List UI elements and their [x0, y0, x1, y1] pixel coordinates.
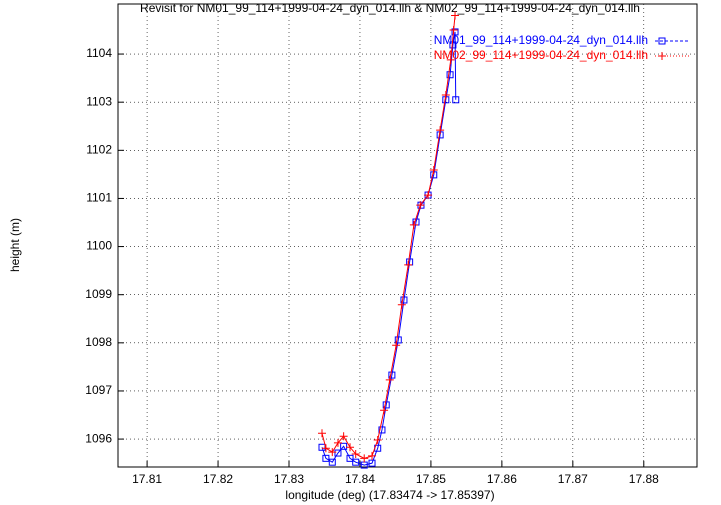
point [321, 444, 330, 453]
y-tick-label: 1103 [86, 94, 112, 108]
point [429, 166, 438, 175]
x-tick-label: 17.88 [629, 472, 659, 486]
point [394, 336, 402, 344]
point [436, 126, 445, 135]
point [360, 454, 369, 463]
point [400, 296, 408, 304]
point [380, 406, 389, 415]
point [441, 90, 450, 99]
point [382, 401, 390, 409]
point [318, 443, 326, 451]
point [404, 260, 413, 269]
x-tick-label: 17.82 [203, 472, 233, 486]
point [328, 448, 337, 457]
point [452, 96, 460, 104]
series-line [321, 15, 456, 459]
point [446, 55, 455, 64]
legend-label: NM02_99_114+1999-04-24_dyn_014.llh [434, 48, 648, 62]
y-tick-label: 1098 [85, 335, 112, 349]
point [409, 220, 418, 229]
y-tick-label: 1096 [85, 431, 112, 445]
point [322, 454, 330, 462]
chart-title: Revisit for NM01_99_114+1999-04-24_dyn_0… [140, 1, 640, 15]
point [368, 459, 376, 467]
point [388, 371, 396, 379]
series-line [321, 31, 457, 466]
point [340, 442, 348, 450]
y-tick-label: 1100 [86, 239, 112, 253]
point [328, 458, 336, 466]
point [424, 191, 433, 200]
point [333, 438, 342, 447]
point [368, 451, 377, 460]
y-tick-label: 1104 [86, 46, 112, 60]
y-axis-label: height (m) [8, 218, 22, 272]
x-tick-label: 17.86 [487, 472, 517, 486]
point [416, 201, 425, 210]
point [378, 426, 386, 434]
point [339, 432, 348, 441]
point [334, 449, 342, 457]
y-tick-label: 1102 [86, 142, 112, 156]
y-tick-label: 1097 [85, 383, 112, 397]
y-tick-label: 1099 [85, 287, 112, 301]
x-tick-label: 17.84 [345, 472, 375, 486]
point [397, 300, 406, 309]
point [373, 436, 382, 445]
point [346, 454, 354, 462]
x-tick-label: 17.87 [558, 472, 588, 486]
point [446, 71, 454, 79]
legend-marker [658, 52, 666, 60]
x-axis-label: longitude (deg) (17.83474 -> 17.85397) [285, 488, 494, 502]
plot-border [117, 3, 698, 468]
legend-marker [658, 37, 666, 45]
x-tick-label: 17.83 [274, 472, 304, 486]
point [451, 11, 460, 20]
point [351, 450, 360, 459]
y-tick-label: 1101 [86, 191, 112, 205]
point [451, 28, 459, 36]
x-tick-label: 17.81 [132, 472, 162, 486]
point [352, 458, 360, 466]
point [385, 375, 394, 384]
point [346, 443, 355, 452]
point [317, 429, 326, 438]
legend-label: NM01_99_114+1999-04-24_dyn_014.llh [434, 33, 648, 47]
point [449, 25, 458, 34]
x-tick-label: 17.85 [416, 472, 446, 486]
point [392, 341, 401, 350]
